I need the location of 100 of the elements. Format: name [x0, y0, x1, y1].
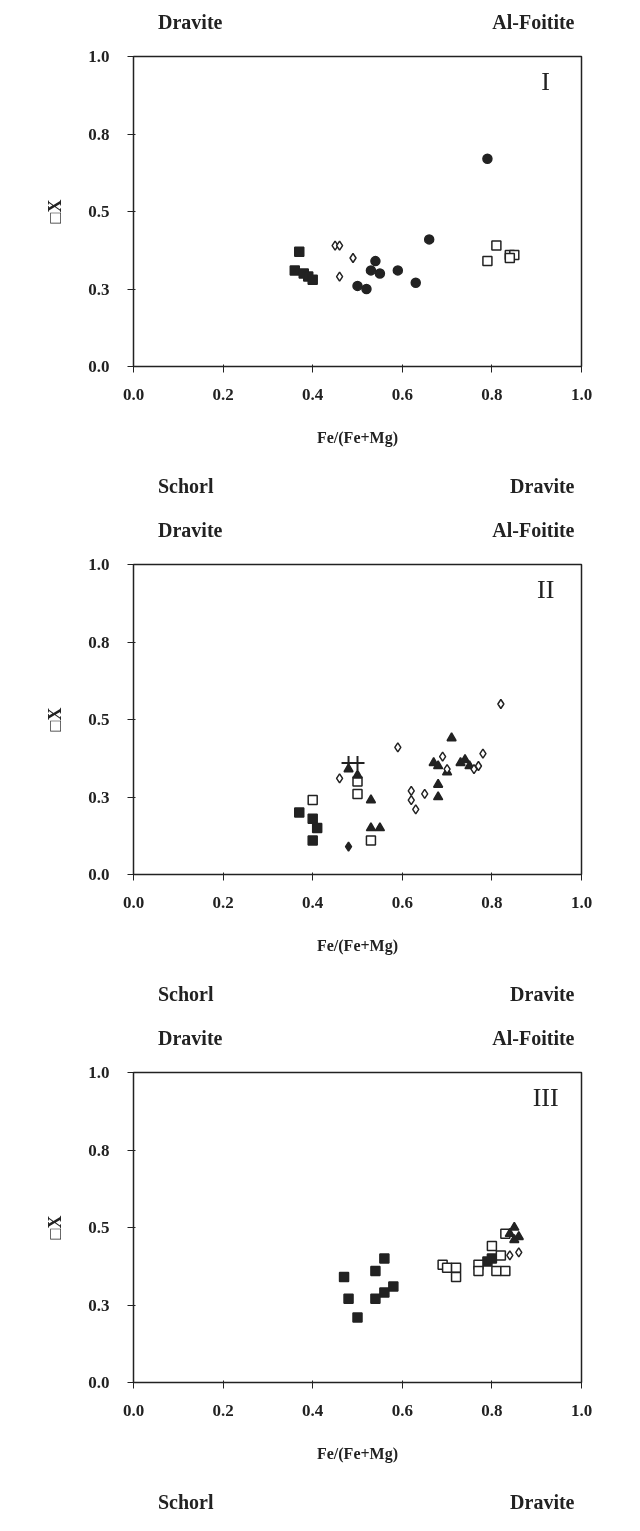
x-tick-label: 0.0: [122, 1400, 145, 1420]
point: [307, 274, 318, 285]
y-tick-label: 0.0: [88, 357, 110, 376]
x-tick-label: 0.4: [302, 1400, 324, 1420]
point: [361, 283, 372, 295]
y-axis-title: □X: [45, 1215, 66, 1240]
y-tick-label: 1.0: [88, 47, 110, 66]
x-tick-label: 0.6: [391, 892, 413, 912]
point: [473, 1265, 484, 1277]
y-tick-label: 0.8: [88, 1140, 110, 1160]
x-axis-title: Fe/(Fe+Mg): [316, 428, 399, 447]
point: [504, 1227, 516, 1238]
chart-title: III: [532, 1082, 559, 1112]
text: Dravite: [510, 982, 575, 1005]
point: [379, 1287, 390, 1298]
point: [311, 822, 323, 834]
point: [495, 1250, 507, 1261]
x-tick-label: 1.0: [570, 384, 593, 404]
y-tick-label: 1.0: [88, 1063, 110, 1082]
point: [423, 234, 435, 245]
chart-title: I: [541, 66, 550, 96]
point: [365, 822, 377, 832]
text: Schorl: [158, 982, 214, 1005]
point: [410, 277, 421, 289]
y-tick-label: 0.5: [88, 710, 110, 729]
point: [479, 748, 487, 759]
point: [294, 246, 305, 258]
y-axis-title: □X: [45, 707, 66, 732]
point: [438, 751, 447, 762]
point: [432, 760, 444, 770]
text: Dravite: [158, 518, 223, 541]
y-tick-label: 0.3: [88, 1295, 110, 1315]
point: [343, 763, 354, 773]
x-tick-label: 1.0: [570, 892, 593, 912]
point: [446, 732, 457, 742]
x-tick-label: 0.6: [391, 384, 413, 404]
text: Al-Foitite: [492, 1026, 575, 1049]
text: Dravite: [158, 10, 223, 33]
point: [335, 271, 344, 282]
point: [352, 769, 363, 779]
point: [294, 807, 305, 818]
point: [352, 788, 363, 800]
point: [374, 268, 386, 279]
text: Schorl: [158, 1490, 214, 1513]
point: [432, 778, 444, 788]
point: [352, 280, 363, 292]
x-tick-label: 0.2: [212, 892, 234, 912]
y-tick-label: 0.0: [88, 865, 110, 884]
x-axis-title: Fe/(Fe+Mg): [316, 1444, 399, 1463]
point: [407, 785, 416, 797]
x-tick-label: 0.8: [481, 1400, 503, 1420]
point: [506, 1250, 514, 1261]
point: [307, 794, 318, 806]
x-tick-label: 1.0: [570, 1400, 593, 1420]
point: [486, 1240, 498, 1252]
point: [394, 742, 402, 753]
point: [411, 804, 420, 815]
chart-title: II: [537, 574, 555, 604]
y-tick-label: 0.3: [88, 279, 110, 299]
y-tick-label: 0.8: [88, 124, 110, 144]
point: [486, 1253, 498, 1264]
point: [370, 1265, 381, 1277]
point: [515, 1247, 523, 1258]
x-tick-label: 0.8: [481, 892, 503, 912]
y-tick-label: 0.5: [88, 1218, 110, 1237]
point: [482, 255, 493, 267]
point: [338, 1271, 350, 1283]
point: [370, 1293, 381, 1305]
y-tick-label: 1.0: [88, 555, 110, 574]
y-tick-label: 0.5: [88, 202, 110, 221]
x-tick-label: 0.6: [391, 1400, 413, 1420]
x-tick-label: 0.0: [122, 384, 145, 404]
point: [307, 813, 318, 824]
y-tick-label: 0.0: [88, 1373, 110, 1392]
point: [335, 773, 344, 784]
point: [374, 822, 386, 832]
point: [491, 240, 502, 251]
point: [365, 794, 377, 804]
x-tick-label: 0.8: [481, 384, 503, 404]
x-tick-label: 0.2: [212, 384, 234, 404]
text: Schorl: [158, 474, 214, 497]
point: [365, 835, 377, 846]
x-tick-label: 0.0: [122, 892, 145, 912]
point: [500, 1265, 511, 1277]
text: Dravite: [158, 1026, 223, 1049]
point: [307, 835, 318, 846]
x-tick-label: 0.4: [302, 892, 324, 912]
point: [450, 1271, 462, 1283]
point: [407, 794, 416, 806]
point: [392, 265, 404, 276]
text: Dravite: [510, 474, 575, 497]
point: [365, 265, 377, 276]
text: Al-Foitite: [492, 10, 575, 33]
point: [482, 153, 493, 165]
point: [432, 791, 444, 801]
point: [370, 255, 381, 267]
text: Al-Foitite: [492, 518, 575, 541]
x-tick-label: 0.2: [212, 1400, 234, 1420]
point: [352, 1312, 363, 1323]
point: [420, 788, 429, 800]
